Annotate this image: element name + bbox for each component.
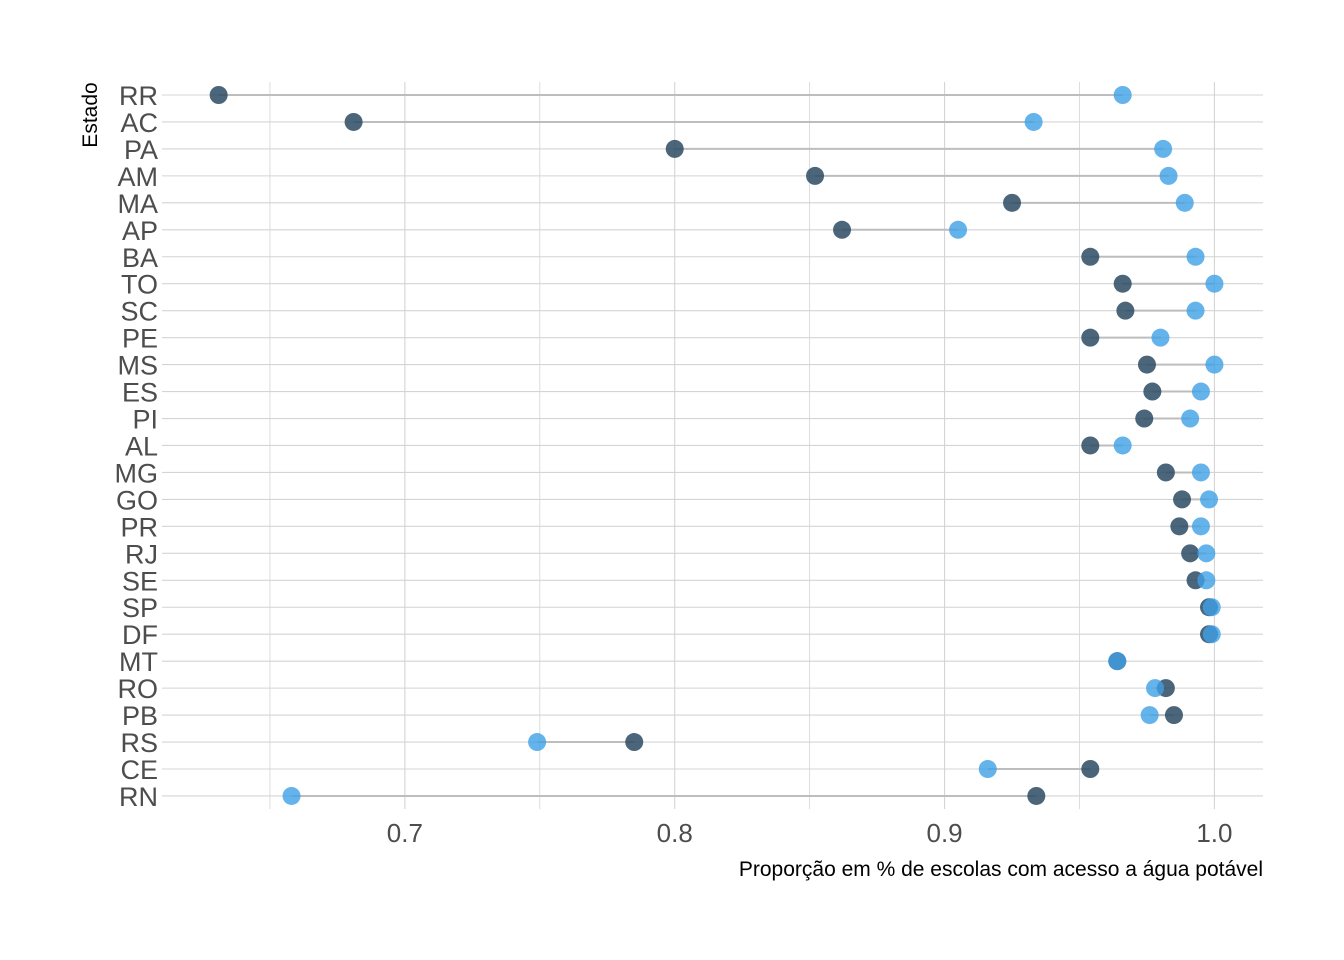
point-light-pb [1140, 706, 1159, 725]
point-dark-pr [1170, 517, 1189, 536]
x-tick-label: 1.0 [1196, 818, 1232, 848]
point-light-am [1159, 166, 1178, 185]
point-light-pe [1151, 328, 1170, 347]
point-dark-al [1081, 436, 1100, 455]
y-tick-label-pe: PE [122, 324, 158, 354]
point-light-pi [1181, 409, 1200, 428]
point-light-mt [1108, 652, 1127, 671]
point-light-sp [1202, 598, 1221, 617]
y-tick-label-rn: RN [119, 782, 158, 812]
point-light-ba [1186, 247, 1205, 266]
y-tick-label-se: SE [122, 566, 158, 596]
point-dark-pe [1081, 328, 1100, 347]
y-tick-label-rj: RJ [125, 539, 158, 569]
x-tick-label: 0.9 [926, 818, 962, 848]
point-dark-ma [1003, 193, 1022, 212]
y-tick-label-am: AM [118, 162, 159, 192]
point-dark-go [1173, 490, 1192, 509]
point-light-go [1200, 490, 1219, 509]
point-dark-rn [1027, 786, 1046, 805]
y-tick-label-df: DF [122, 620, 158, 650]
points [209, 86, 1224, 805]
y-tick-label-al: AL [125, 431, 158, 461]
y-tick-label-ma: MA [118, 189, 159, 219]
point-dark-am [806, 166, 825, 185]
y-tick-label-es: ES [122, 378, 158, 408]
y-tick-label-ac: AC [120, 108, 158, 138]
point-dark-pa [665, 139, 684, 158]
point-light-ac [1024, 112, 1043, 131]
point-light-mg [1191, 463, 1210, 482]
point-dark-mg [1156, 463, 1175, 482]
y-tick-label-rs: RS [120, 728, 158, 758]
point-light-df [1202, 625, 1221, 644]
y-tick-label-ro: RO [118, 674, 159, 704]
y-tick-label-pr: PR [120, 512, 158, 542]
point-light-ce [978, 760, 997, 778]
gridlines [162, 82, 1263, 809]
y-tick-label-mg: MG [115, 458, 159, 488]
y-tick-labels: RRACPAAMMAAPBATOSCPEMSESPIALMGGOPRRJSESP… [115, 81, 159, 812]
y-tick-label-sp: SP [122, 593, 158, 623]
point-light-rn [282, 786, 301, 805]
y-tick-label-rr: RR [119, 81, 158, 111]
y-tick-label-mt: MT [119, 647, 158, 677]
point-dark-sc [1116, 301, 1135, 320]
y-axis-title: Estado [79, 82, 102, 147]
point-light-rr [1113, 86, 1132, 104]
y-tick-label-go: GO [116, 485, 158, 515]
point-dark-pb [1164, 706, 1183, 725]
y-tick-label-sc: SC [120, 297, 158, 327]
point-light-rj [1197, 544, 1216, 563]
x-axis-title: Proporção em % de escolas com acesso a á… [739, 858, 1263, 881]
point-dark-rs [625, 733, 644, 752]
point-light-al [1113, 436, 1132, 455]
point-light-ro [1146, 679, 1165, 698]
y-tick-label-ba: BA [122, 243, 158, 273]
point-dark-ba [1081, 247, 1100, 266]
y-tick-label-pa: PA [124, 135, 158, 165]
point-light-sc [1186, 301, 1205, 320]
y-tick-label-ap: AP [122, 216, 158, 246]
point-dark-pi [1135, 409, 1154, 428]
point-dark-ac [344, 112, 363, 131]
point-light-to [1205, 274, 1224, 293]
point-dark-rr [209, 86, 228, 104]
y-tick-label-to: TO [121, 270, 158, 300]
point-light-pa [1154, 139, 1173, 158]
y-tick-label-ms: MS [118, 351, 159, 381]
point-light-es [1191, 382, 1210, 401]
point-light-ma [1175, 193, 1194, 212]
point-light-pr [1191, 517, 1210, 536]
point-dark-ce [1081, 760, 1100, 778]
point-dark-es [1143, 382, 1162, 401]
y-tick-label-pb: PB [122, 701, 158, 731]
point-dark-rj [1181, 544, 1200, 563]
point-light-rs [528, 733, 547, 752]
point-dark-ms [1137, 355, 1156, 374]
x-tick-label: 0.8 [657, 818, 693, 848]
y-tick-label-ce: CE [120, 755, 158, 785]
point-dark-to [1113, 274, 1132, 293]
point-light-ap [949, 220, 968, 239]
point-dark-ap [833, 220, 852, 239]
point-light-se [1197, 571, 1216, 590]
x-tick-label: 0.7 [387, 818, 423, 848]
point-light-ms [1205, 355, 1224, 374]
y-tick-label-pi: PI [132, 405, 158, 435]
x-tick-labels: 0.7 0.8 0.9 1.0 [387, 818, 1233, 848]
